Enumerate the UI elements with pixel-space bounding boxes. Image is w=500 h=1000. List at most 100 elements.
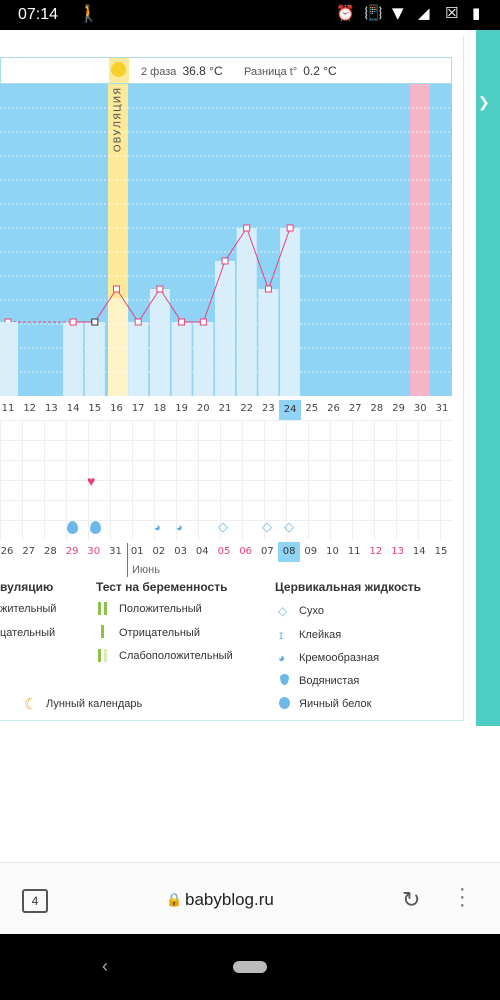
fluid-title: Цервикальная жидкость [275, 580, 422, 594]
dry-drop-icon[interactable]: ◇ [262, 519, 272, 534]
ovulation-header-cell [109, 58, 129, 83]
calendar-date-cell[interactable]: 01 [130, 546, 144, 557]
url-field[interactable]: babyblog.ru [185, 890, 274, 909]
calendar-date-cell[interactable]: 09 [304, 546, 318, 557]
date-cell[interactable]: 25 [305, 403, 319, 414]
calendar-date-cell[interactable]: 12 [369, 546, 383, 557]
temperature-bar [258, 289, 279, 396]
dry-drop-icon[interactable]: ◇ [218, 519, 228, 534]
date-cell[interactable]: 22 [240, 403, 254, 414]
calendar-date-cell[interactable]: 06 [239, 546, 253, 557]
creamy-icon[interactable]: ◕ [154, 522, 161, 534]
egg-white-icon [279, 697, 290, 709]
creamy-icon: ◕ [278, 651, 286, 665]
calendar-date-cell[interactable]: 08 [278, 542, 301, 562]
temperature-point [156, 285, 164, 293]
calendar-date-cell[interactable]: 07 [261, 546, 274, 557]
ovulation-positive: жительный [0, 603, 57, 615]
calendar-date-cell[interactable]: 26 [0, 546, 14, 557]
positive-test-icon-2 [104, 602, 107, 615]
fluid-dry: Сухо [299, 605, 324, 617]
tabs-button[interactable]: 4 [22, 889, 48, 913]
temperature-bar [280, 228, 301, 396]
date-cell[interactable]: 19 [175, 403, 188, 414]
pregnancy-test-title: Тест на беременность [96, 580, 228, 594]
calendar-date-cell[interactable]: 29 [65, 546, 79, 557]
calendar-date-cell[interactable]: 03 [174, 546, 187, 557]
date-cell[interactable]: 24 [279, 400, 302, 420]
date-cell[interactable]: 21 [218, 403, 232, 414]
status-bar: 07:14 🚶 ⏰ 📳 ▼ ◢ ☒ ▮ [0, 0, 500, 30]
temperature-bar [193, 322, 214, 396]
temperature-bar [84, 322, 105, 396]
fluid-sticky: Клейкая [299, 629, 342, 641]
temperature-line [202, 260, 226, 323]
calendar-date-cell[interactable]: 05 [217, 546, 231, 557]
signal-icon: ◢ [418, 4, 430, 22]
date-cell[interactable]: 23 [262, 403, 275, 414]
lunar-calendar-label[interactable]: Лунный календарь [46, 698, 143, 710]
egg-white-drop-icon[interactable] [67, 521, 78, 534]
temperature-point [113, 285, 120, 293]
egg-white-drop-icon[interactable] [90, 521, 101, 534]
pregnancy-positive: Положительный [119, 603, 202, 615]
creamy-icon[interactable]: ◕ [176, 522, 183, 534]
temperature-line [267, 227, 291, 290]
calendar-date-cell[interactable]: 28 [44, 546, 57, 557]
ovulation-column-label: ОВУЛЯЦИЯ [108, 87, 128, 156]
date-cell[interactable]: 17 [131, 403, 145, 414]
calendar-date-cell[interactable]: 04 [195, 546, 209, 557]
calendar-date-cell[interactable]: 02 [152, 546, 166, 557]
date-cell[interactable]: 20 [196, 403, 210, 414]
vibrate-icon: 📳 [364, 4, 383, 22]
watery-drop-icon [280, 674, 289, 685]
home-pill[interactable] [233, 961, 267, 973]
date-cell[interactable]: 29 [392, 403, 405, 414]
browser-toolbar: 4 🔒 babyblog.ru ↻ · · · [0, 862, 500, 935]
phase-label: 2 фаза [141, 66, 177, 78]
calendar-date-cell[interactable]: 31 [109, 546, 122, 557]
temperature-line [137, 288, 161, 323]
weak-test-icon-2 [104, 649, 107, 662]
walk-icon: 🚶 [78, 4, 100, 23]
temperature-line [116, 288, 139, 323]
date-cell[interactable]: 31 [435, 403, 449, 414]
temperature-bar [236, 228, 257, 396]
back-icon[interactable]: ‹ [102, 956, 108, 976]
date-cell[interactable]: 26 [327, 403, 340, 414]
calendar-date-cell[interactable]: 13 [391, 546, 404, 557]
calendar-date-cell[interactable]: 14 [412, 546, 426, 557]
calendar-date-cell[interactable]: 27 [22, 546, 36, 557]
date-cell[interactable]: 28 [370, 403, 384, 414]
date-cell[interactable]: 14 [66, 403, 80, 414]
lock-icon: 🔒 [166, 892, 183, 907]
calendar-date-cell[interactable]: 15 [434, 546, 448, 557]
date-cell[interactable]: 13 [45, 403, 58, 414]
fluid-creamy: Кремообразная [299, 652, 380, 664]
heart-icon[interactable]: ♥ [87, 473, 96, 489]
temperature-bar [149, 289, 170, 396]
temperature-point [91, 318, 99, 326]
month-label: Июнь [132, 564, 160, 576]
temperature-bar [171, 322, 192, 396]
temperature-line [159, 288, 183, 323]
temperature-point [264, 285, 272, 293]
dry-drop-icon[interactable]: ◇ [284, 519, 294, 534]
menu-icon[interactable]: · · · [459, 878, 466, 916]
temperature-point [199, 318, 207, 326]
date-cell[interactable]: 18 [153, 403, 167, 414]
date-cell[interactable]: 15 [88, 403, 102, 414]
calendar-date-cell[interactable]: 11 [347, 546, 361, 557]
chevron-right-icon[interactable]: ❯ [478, 94, 490, 110]
calendar-date-cell[interactable]: 30 [87, 546, 101, 557]
date-cell[interactable]: 12 [23, 403, 37, 414]
date-cell[interactable]: 11 [1, 403, 15, 414]
date-cell[interactable]: 16 [110, 403, 123, 414]
fluid-watery: Водянистая [299, 675, 360, 687]
date-cell[interactable]: 30 [413, 403, 427, 414]
temperature-point [243, 224, 251, 232]
date-cell[interactable]: 27 [348, 403, 362, 414]
reload-icon[interactable]: ↻ [402, 887, 421, 912]
calendar-date-cell[interactable]: 10 [326, 546, 339, 557]
temperature-bar-edge [0, 322, 18, 396]
